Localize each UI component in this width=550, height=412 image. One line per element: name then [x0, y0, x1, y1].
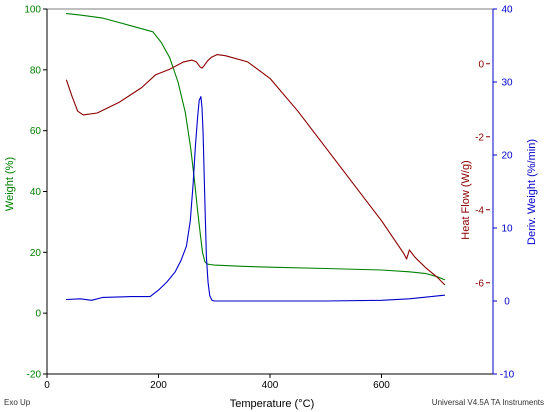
deriv-tick-label: 10	[501, 224, 513, 235]
plot-frame	[46, 8, 494, 375]
heatflow-tick-label: -4	[475, 205, 484, 216]
deriv-axis-title: Deriv. Weight (%/min)	[526, 139, 538, 245]
weight-tick-label: -20	[27, 370, 42, 381]
series-layer	[65, 13, 446, 302]
deriv-series-line	[65, 96, 446, 302]
heatflow-tick-label: 0	[478, 59, 484, 70]
heatflow-tick-label: -6	[475, 278, 484, 289]
x-tick-label: 600	[373, 380, 390, 391]
weight-series-line	[65, 13, 446, 281]
x-tick-label: 200	[150, 380, 167, 391]
footer-right-note: Universal V4.5A TA Instruments	[432, 398, 544, 407]
weight-axis-title: Weight (%)	[4, 157, 16, 211]
weight-tick-label: 60	[30, 126, 42, 137]
footer-left-note: Exo Up	[4, 398, 31, 407]
deriv-tick-label: 30	[501, 78, 513, 89]
heatflow-series-line	[65, 54, 446, 286]
weight-tick-label: 0	[35, 309, 41, 320]
weight-tick-label: 80	[30, 65, 42, 76]
x-axis-title: Temperature (°C)	[230, 398, 314, 410]
deriv-tick-label: 20	[501, 151, 513, 162]
heatflow-tick-label: -2	[475, 132, 484, 143]
weight-tick-label: 20	[30, 248, 42, 259]
deriv-tick-label: 0	[504, 297, 510, 308]
x-tick-label: 0	[44, 380, 50, 391]
axis-layer: 0 200 400 600-20020406080100-6-4-20-1001020…	[24, 5, 514, 392]
heatflow-axis-title: Heat Flow (W/g)	[460, 160, 472, 239]
x-tick-label: 400	[262, 380, 279, 391]
deriv-tick-label: 40	[501, 5, 513, 16]
weight-tick-label: 40	[30, 187, 42, 198]
weight-tick-label: 100	[24, 5, 41, 16]
deriv-tick-label: -10	[500, 370, 515, 381]
